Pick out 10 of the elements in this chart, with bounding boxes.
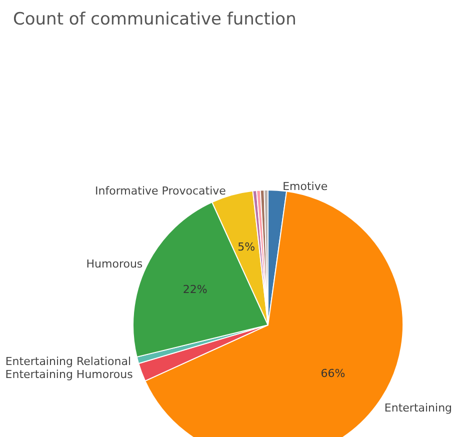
data-label: 22%	[182, 283, 208, 296]
data-label: 5%	[238, 240, 256, 254]
slice-label: Humorous	[86, 258, 143, 271]
slice-label: Entertaining Relational	[5, 354, 132, 368]
slice-label: Entertaining	[384, 402, 452, 415]
chart-title: Count of communicative function	[13, 10, 296, 30]
data-label: 66%	[320, 366, 346, 380]
slice-label: Entertaining Humorous	[5, 368, 134, 381]
slice-label: Emotive	[282, 180, 328, 193]
slice-label: Informative Provocative	[95, 184, 226, 198]
